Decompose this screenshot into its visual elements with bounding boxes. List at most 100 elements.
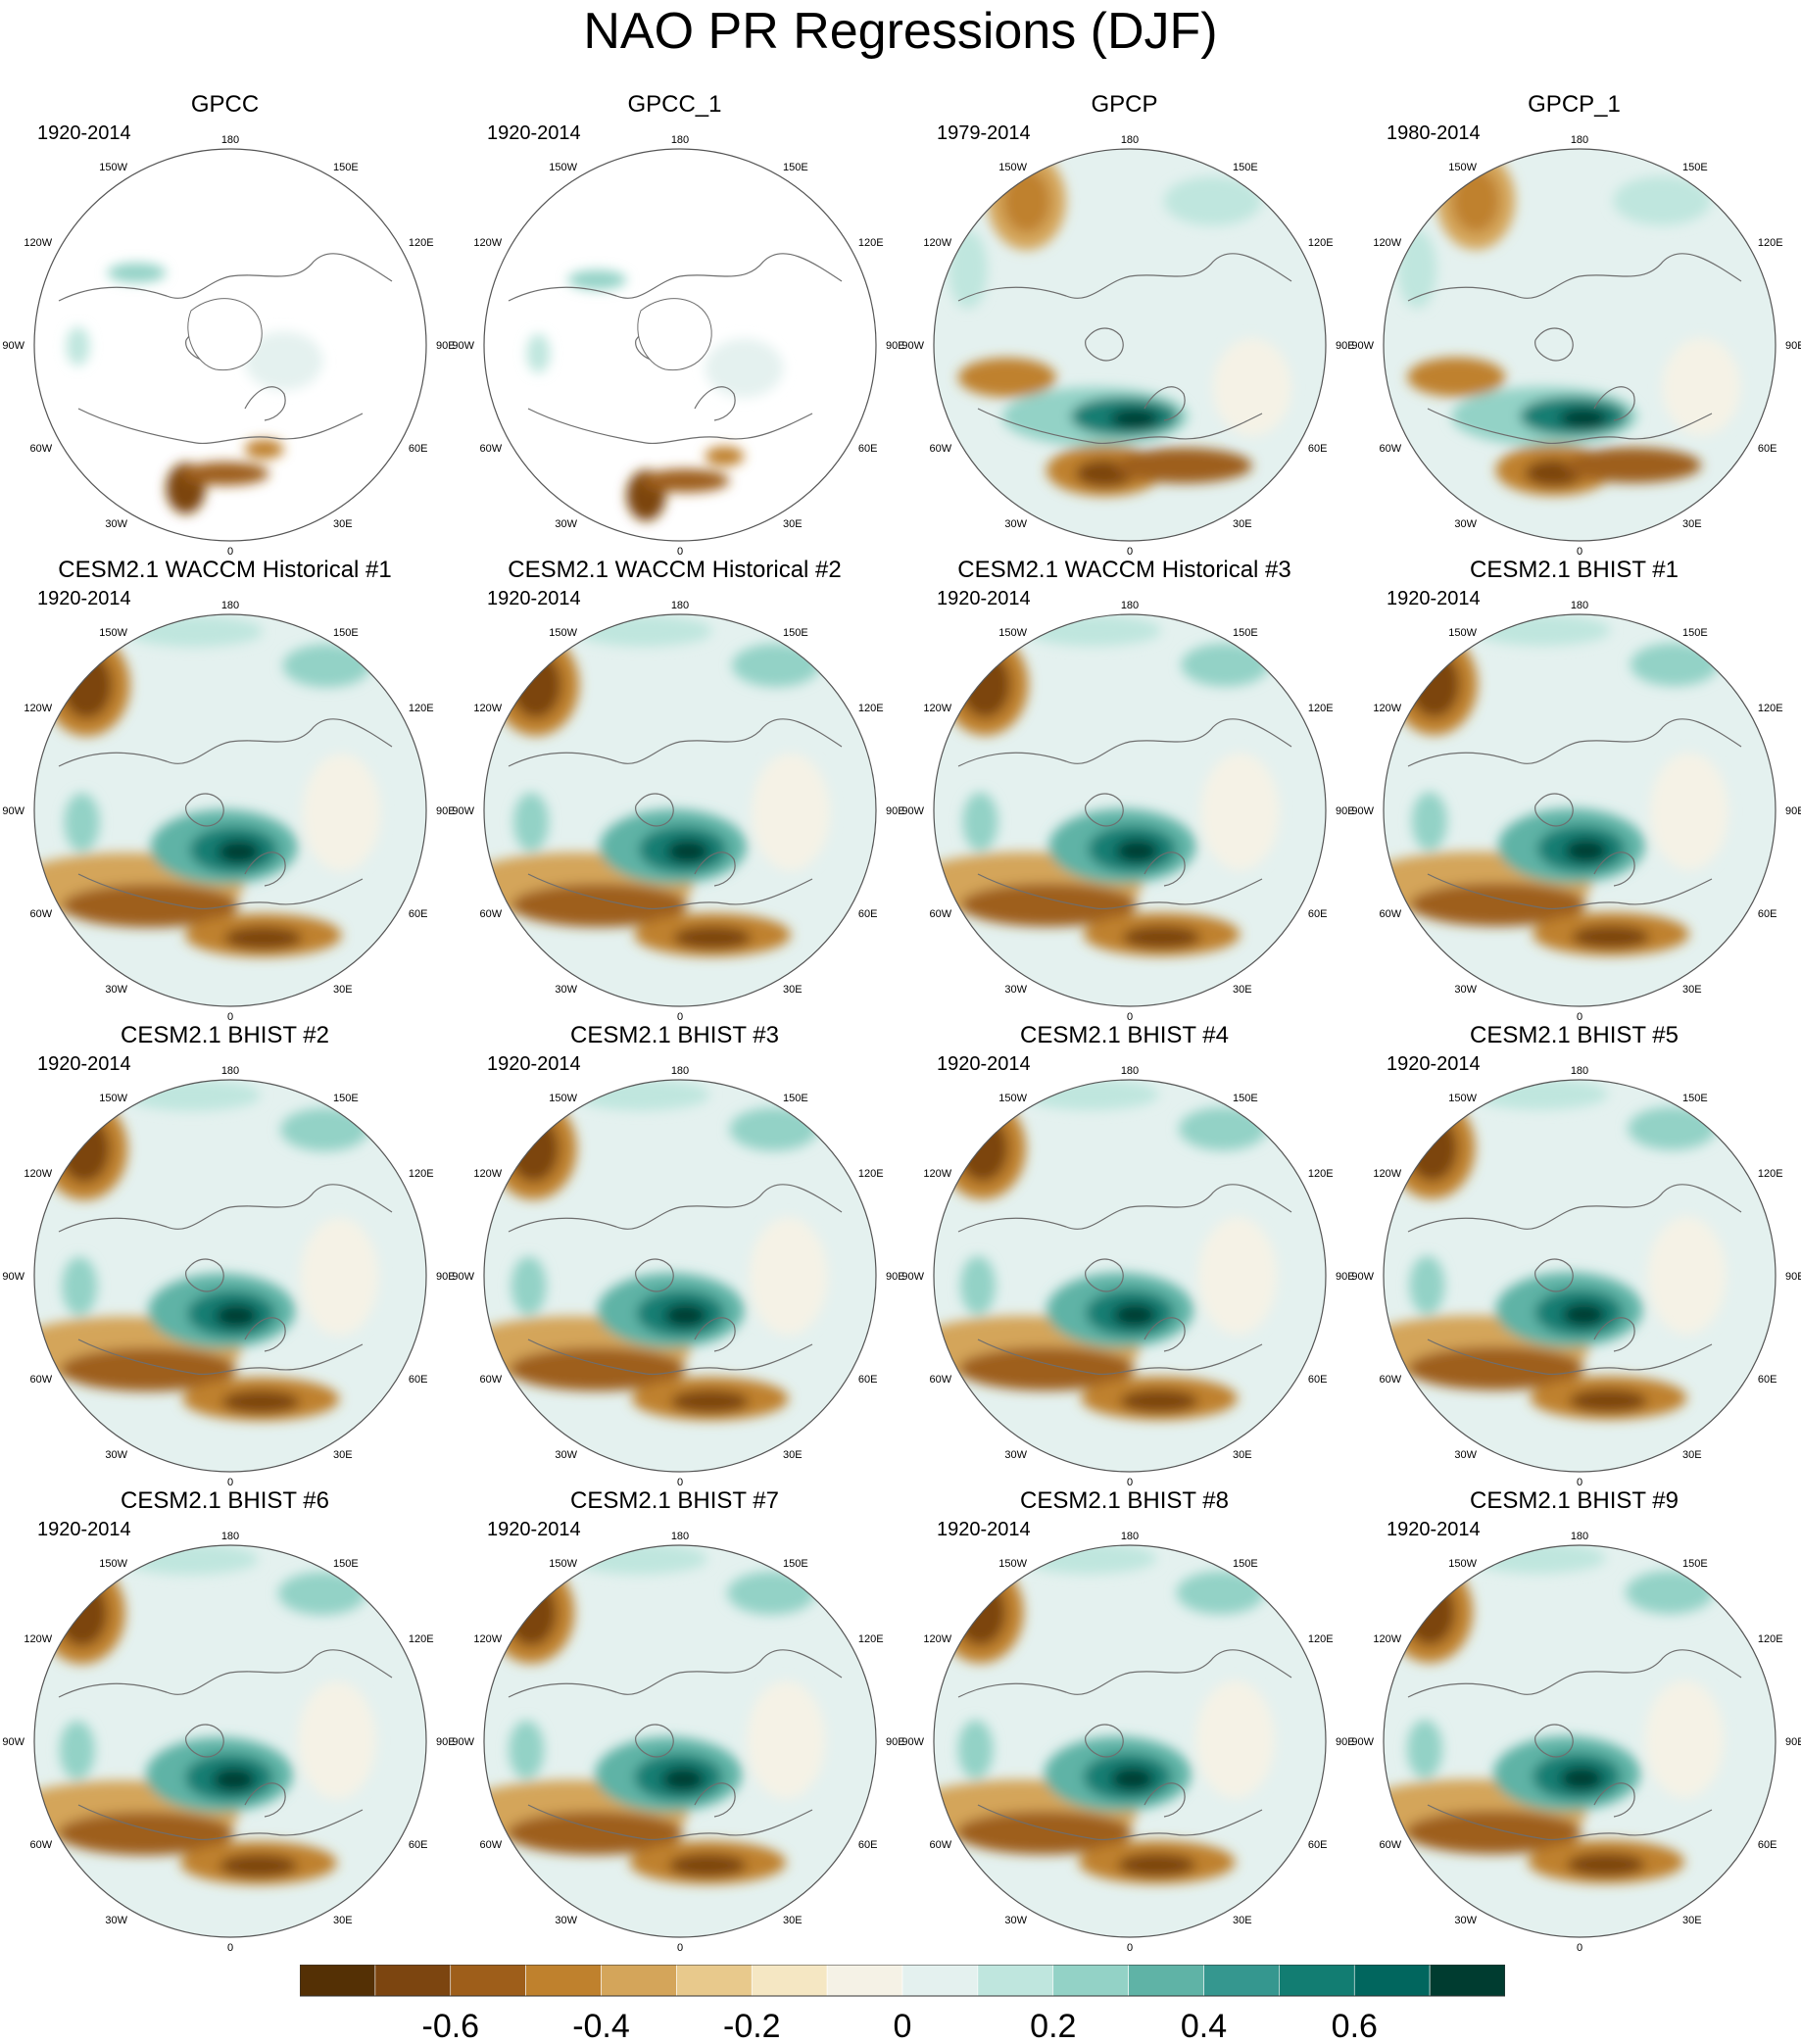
- longitude-label: 0: [1127, 546, 1133, 558]
- panel-title: GPCP_1: [1528, 91, 1621, 118]
- regression-contour: [937, 1561, 1024, 1664]
- longitude-label: 60E: [409, 908, 428, 920]
- colorbar-tick-label: -0.4: [572, 2008, 630, 2043]
- colorbar: -0.6 -0.4 -0.2 0 0.2 0.4 0.6: [300, 1965, 1505, 2043]
- regression-contour: [727, 1571, 816, 1615]
- longitude-label: 150E: [1682, 627, 1708, 639]
- longitude-label: 0: [1577, 1477, 1582, 1488]
- panel-title: GPCP: [1091, 91, 1158, 118]
- colorbar-frame: [300, 1965, 1505, 1997]
- colorbar-swatch: [450, 1965, 526, 1997]
- longitude-label: 150W: [99, 1558, 127, 1570]
- longitude-label: 150E: [1233, 1093, 1258, 1104]
- panel-title: CESM2.1 WACCM Historical #1: [58, 557, 392, 583]
- longitude-label: 120E: [858, 1633, 884, 1645]
- regression-contour: [1471, 1080, 1609, 1110]
- regression-contour: [1645, 1680, 1724, 1798]
- polar-map: 180 150E 120E 90E 60E 30E 0 30W 60W 90W 120W 150W: [2, 1065, 455, 1488]
- longitude-label: 120E: [858, 703, 884, 714]
- polar-map: 180 150E 120E 90E 60E 30E 0 30W 60W 90W 120W 150W: [901, 1065, 1354, 1488]
- longitude-label: 120W: [923, 1633, 951, 1645]
- longitude-label: 30E: [783, 518, 803, 530]
- regression-contour: [277, 1572, 366, 1616]
- colorbar-swatch: [1052, 1965, 1129, 1997]
- regression-contour: [1469, 1545, 1606, 1574]
- longitude-label: 90E: [436, 340, 456, 352]
- colorbar-swatch: [1279, 1965, 1355, 1997]
- panel-period: 1920-2014: [1387, 1053, 1481, 1075]
- regression-contour: [575, 615, 712, 647]
- panel-title: CESM2.1 BHIST #4: [1020, 1022, 1229, 1048]
- longitude-label: 60E: [858, 1374, 878, 1386]
- regression-contour: [526, 333, 551, 373]
- longitude-label: 60E: [1758, 908, 1777, 920]
- panel-period: 1920-2014: [487, 588, 581, 609]
- colorbar-swatch: [601, 1965, 677, 1997]
- regression-contour: [1562, 1302, 1606, 1327]
- panel-period: 1920-2014: [1387, 1519, 1481, 1540]
- map-boundary: [933, 148, 1327, 542]
- longitude-label: 150W: [998, 1093, 1027, 1104]
- panel-period: 1920-2014: [1387, 588, 1481, 609]
- panel-period: 1920-2014: [37, 1053, 131, 1075]
- colorbar-swatch: [1353, 1965, 1431, 1997]
- panel-title: CESM2.1 BHIST #6: [121, 1487, 329, 1514]
- longitude-label: 120E: [409, 1168, 434, 1180]
- regression-contour: [1113, 1303, 1156, 1327]
- colorbar-swatch: [1429, 1965, 1505, 1997]
- regression-contour: [1181, 643, 1270, 687]
- longitude-label: 150W: [1448, 1093, 1477, 1104]
- longitude-label: 0: [227, 546, 233, 558]
- longitude-label: 120E: [1308, 237, 1334, 249]
- longitude-label: 60W: [929, 443, 951, 455]
- longitude-label: 180: [1121, 1065, 1139, 1077]
- longitude-label: 150E: [1233, 627, 1258, 639]
- map-panel: GPCP_1 180 150E 120E 90E 60E 30E 0 30W 60W 90W 120W…: [1349, 90, 1801, 558]
- longitude-label: 150W: [1448, 162, 1477, 173]
- regression-contour: [954, 1579, 1006, 1646]
- regression-contour: [1630, 643, 1719, 687]
- regression-contour: [1405, 1811, 1582, 1854]
- longitude-label: 150E: [1682, 162, 1708, 173]
- regression-contour: [1569, 1388, 1648, 1413]
- regression-contour: [958, 1347, 1135, 1390]
- colorbar-swatch: [826, 1965, 903, 1997]
- longitude-label: 0: [227, 1011, 233, 1023]
- panel-period: 1920-2014: [937, 1053, 1031, 1075]
- polar-map: 180 150E 120E 90E 60E 30E 0 30W 60W 90W 120W 150W: [2, 600, 455, 1023]
- longitude-label: 0: [677, 1477, 683, 1488]
- regression-contour: [1628, 1106, 1717, 1150]
- regression-contour: [1212, 338, 1291, 437]
- regression-contour: [244, 331, 323, 391]
- longitude-label: 60E: [858, 908, 878, 920]
- longitude-label: 120W: [1373, 1633, 1401, 1645]
- longitude-label: 30W: [105, 1915, 127, 1926]
- longitude-label: 90W: [1351, 1271, 1374, 1283]
- longitude-label: 30E: [1233, 1915, 1252, 1926]
- longitude-label: 60E: [409, 1839, 428, 1851]
- regression-contour: [1560, 1767, 1603, 1790]
- longitude-label: 60W: [1379, 908, 1401, 920]
- map-panel: CESM2.1 BHIST #5 180 150E 120E 90E 60E 30E 0 30W…: [1349, 1021, 1801, 1488]
- longitude-label: 150W: [549, 1558, 577, 1570]
- regression-contour: [1564, 839, 1608, 863]
- regression-contour: [217, 840, 261, 864]
- longitude-label: 120W: [473, 703, 502, 714]
- map-boundary: [483, 1544, 877, 1938]
- longitude-label: 60E: [1308, 443, 1328, 455]
- regression-contour: [1176, 1571, 1265, 1615]
- panel-title: GPCC_1: [627, 91, 722, 118]
- longitude-label: 90E: [1336, 1736, 1355, 1748]
- panel-period: 1920-2014: [37, 122, 131, 144]
- colorbar-swatch: [374, 1965, 452, 1997]
- regression-contour: [1407, 1720, 1442, 1778]
- longitude-label: 180: [1571, 600, 1588, 611]
- longitude-label: 30W: [105, 984, 127, 996]
- regression-contour: [1387, 1561, 1473, 1663]
- longitude-label: 120W: [1373, 1168, 1401, 1180]
- longitude-label: 90E: [1336, 805, 1355, 817]
- regression-contour: [1559, 408, 1609, 428]
- longitude-label: 60E: [858, 443, 878, 455]
- regression-contour: [1404, 1579, 1455, 1645]
- missing-data-area: [637, 298, 712, 371]
